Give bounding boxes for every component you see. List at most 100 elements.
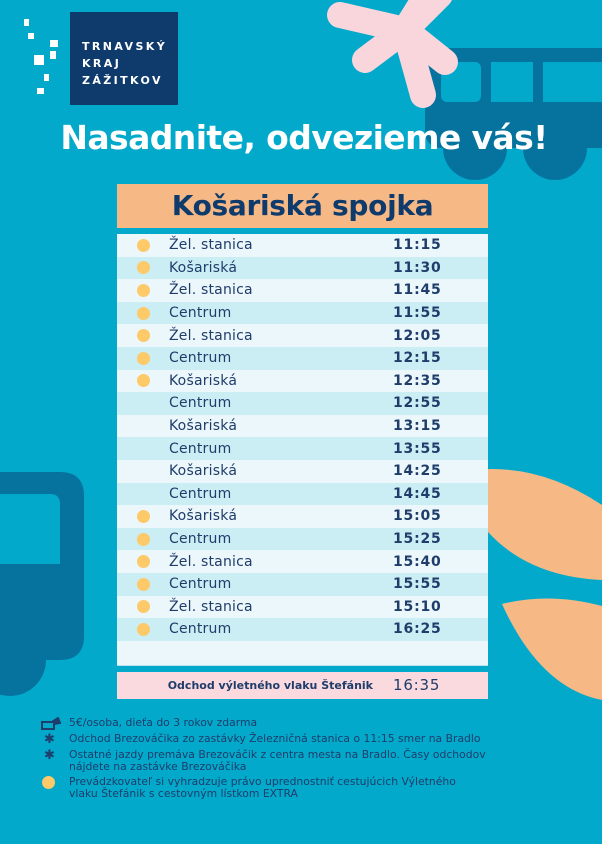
dot-cell <box>117 374 169 388</box>
note-line: Prevádzkovateľ si vyhradzuje právo upred… <box>69 775 456 788</box>
dot-cell <box>117 577 169 591</box>
timetable-row: Centrum 12:55 <box>117 392 488 415</box>
dot-icon <box>136 532 150 546</box>
timetable-row: Centrum 14:45 <box>117 482 488 506</box>
notes-legend: 5€/osoba, dieťa do 3 rokov zdarma ✱ Odchod… <box>38 717 578 803</box>
timetable-row: Žel. stanica 15:40 <box>117 550 488 573</box>
note-text: 5€/osoba, dieťa do 3 rokov zdarma <box>69 717 257 730</box>
timetable-row: Žel. stanica 12:05 <box>117 324 488 347</box>
departure-time: 11:45 <box>393 282 442 299</box>
timetable-row: Žel. stanica 11:45 <box>117 279 488 302</box>
timetable-row: Košariská 13:15 <box>117 414 488 438</box>
dot-icon <box>136 622 150 636</box>
dot-cell <box>117 238 169 252</box>
dot-icon <box>136 329 150 343</box>
leaf-illustration-top <box>454 469 602 580</box>
departure-time: 12:15 <box>393 350 442 367</box>
departure-time: 13:15 <box>393 418 442 435</box>
timetable-rows: Žel. stanica 11:15 Košariská 11:30 Žel. stan… <box>117 234 488 641</box>
logo-line: TRNAVSKÝ <box>82 40 168 53</box>
stop-name: Centrum <box>169 440 232 457</box>
stop-name: Centrum <box>169 531 232 548</box>
brand-logo: TRNAVSKÝ KRAJ ZÁŽITKOV <box>70 12 178 105</box>
note-item: ✱ Odchod Brezováčika zo zastávky Železnič… <box>38 732 578 747</box>
note-text: Prevádzkovateľ si vyhradzuje právo upred… <box>69 776 456 800</box>
ticket-icon <box>38 717 69 730</box>
plane-illustration <box>327 0 458 108</box>
stop-name: Centrum <box>169 395 232 412</box>
stop-name: Žel. stanica <box>169 237 253 254</box>
dot-icon <box>136 306 150 320</box>
departure-time: 12:35 <box>393 372 442 389</box>
note-line: Ostatné jazdy premáva Brezováčik z centr… <box>69 748 486 761</box>
dot-cell <box>117 329 169 343</box>
note-line: Odchod Brezováčika zo zastávky Železničn… <box>69 732 481 745</box>
note-item: 5€/osoba, dieťa do 3 rokov zdarma <box>38 717 578 730</box>
departure-time: 12:05 <box>393 327 442 344</box>
stop-name: Žel. stanica <box>169 598 253 615</box>
stop-name: Košariská <box>169 259 238 276</box>
logo-line: KRAJ <box>82 57 122 70</box>
bus-illustration-top-right <box>425 48 602 180</box>
page-headline: Nasadnite, odvezieme vás! <box>60 118 548 157</box>
dot-cell <box>117 306 169 320</box>
departure-time: 15:55 <box>393 576 442 593</box>
dot-cell <box>117 555 169 569</box>
timetable-row: Košariská 12:35 <box>117 369 488 393</box>
departure-time: 15:05 <box>393 508 442 525</box>
departure-time: 15:40 <box>393 553 442 570</box>
note-item: ✱ Ostatné jazdy premáva Brezováčik z cent… <box>38 749 578 773</box>
departure-time: 13:55 <box>393 440 442 457</box>
timetable-title: Košariská spojka <box>117 184 488 230</box>
bus-illustration-left <box>0 472 84 696</box>
dot-icon <box>136 374 150 388</box>
timetable-row: Košariská 15:05 <box>117 505 488 528</box>
dot-cell <box>117 509 169 523</box>
dot-icon <box>136 261 150 275</box>
timetable-row: Centrum 15:55 <box>117 572 488 596</box>
leaf-illustration-bottom <box>502 598 602 700</box>
departure-time: 15:10 <box>393 598 442 615</box>
dot-cell <box>117 532 169 546</box>
departure-time: 11:55 <box>393 305 442 322</box>
dot-cell <box>117 261 169 275</box>
departure-time: 11:30 <box>393 259 442 276</box>
dot-icon <box>136 351 150 365</box>
stop-name: Košariská <box>169 372 238 389</box>
stop-name: Košariská <box>169 508 238 525</box>
dot-cell <box>117 622 169 636</box>
note-line: 5€/osoba, dieťa do 3 rokov zdarma <box>69 716 258 729</box>
departure-time: 14:45 <box>393 485 442 502</box>
stop-name: Centrum <box>169 305 232 322</box>
timetable-empty-row <box>117 640 488 666</box>
stop-name: Žel. stanica <box>169 282 253 299</box>
departure-time: 12:55 <box>393 395 442 412</box>
note-item: Prevádzkovateľ si vyhradzuje právo upred… <box>38 776 578 800</box>
stop-name: Centrum <box>169 576 232 593</box>
asterisk-icon: ✱ <box>44 732 55 747</box>
dot-icon <box>136 555 150 569</box>
note-text: Odchod Brezováčika zo zastávky Železničn… <box>69 733 481 746</box>
departure-time: 16:25 <box>393 621 442 638</box>
dot-cell <box>117 600 169 614</box>
dot-cell <box>117 283 169 297</box>
dot-icon <box>136 577 150 591</box>
dot-icon <box>136 600 150 614</box>
asterisk-icon: ✱ <box>44 748 55 763</box>
departure-time: 11:15 <box>393 237 442 254</box>
dot-icon <box>136 238 150 252</box>
train-departure-label: Odchod výletného vlaku Štefánik <box>167 678 373 692</box>
timetable-row: Centrum 11:55 <box>117 301 488 325</box>
note-text: Ostatné jazdy premáva Brezováčik z centr… <box>69 749 486 773</box>
timetable-row: Centrum 16:25 <box>117 618 488 641</box>
timetable-row: Centrum 15:25 <box>117 527 488 551</box>
dot-icon <box>136 509 150 523</box>
train-departure-row: Odchod výletného vlaku Štefánik 16:35 <box>117 671 488 699</box>
dot-icon <box>136 283 150 297</box>
train-departure-time: 16:35 <box>393 676 441 695</box>
departure-time: 14:25 <box>393 463 442 480</box>
dot-icon <box>38 776 69 800</box>
stop-name: Žel. stanica <box>169 553 253 570</box>
stop-name: Košariská <box>169 463 238 480</box>
timetable-row: Žel. stanica 11:15 <box>117 234 488 257</box>
